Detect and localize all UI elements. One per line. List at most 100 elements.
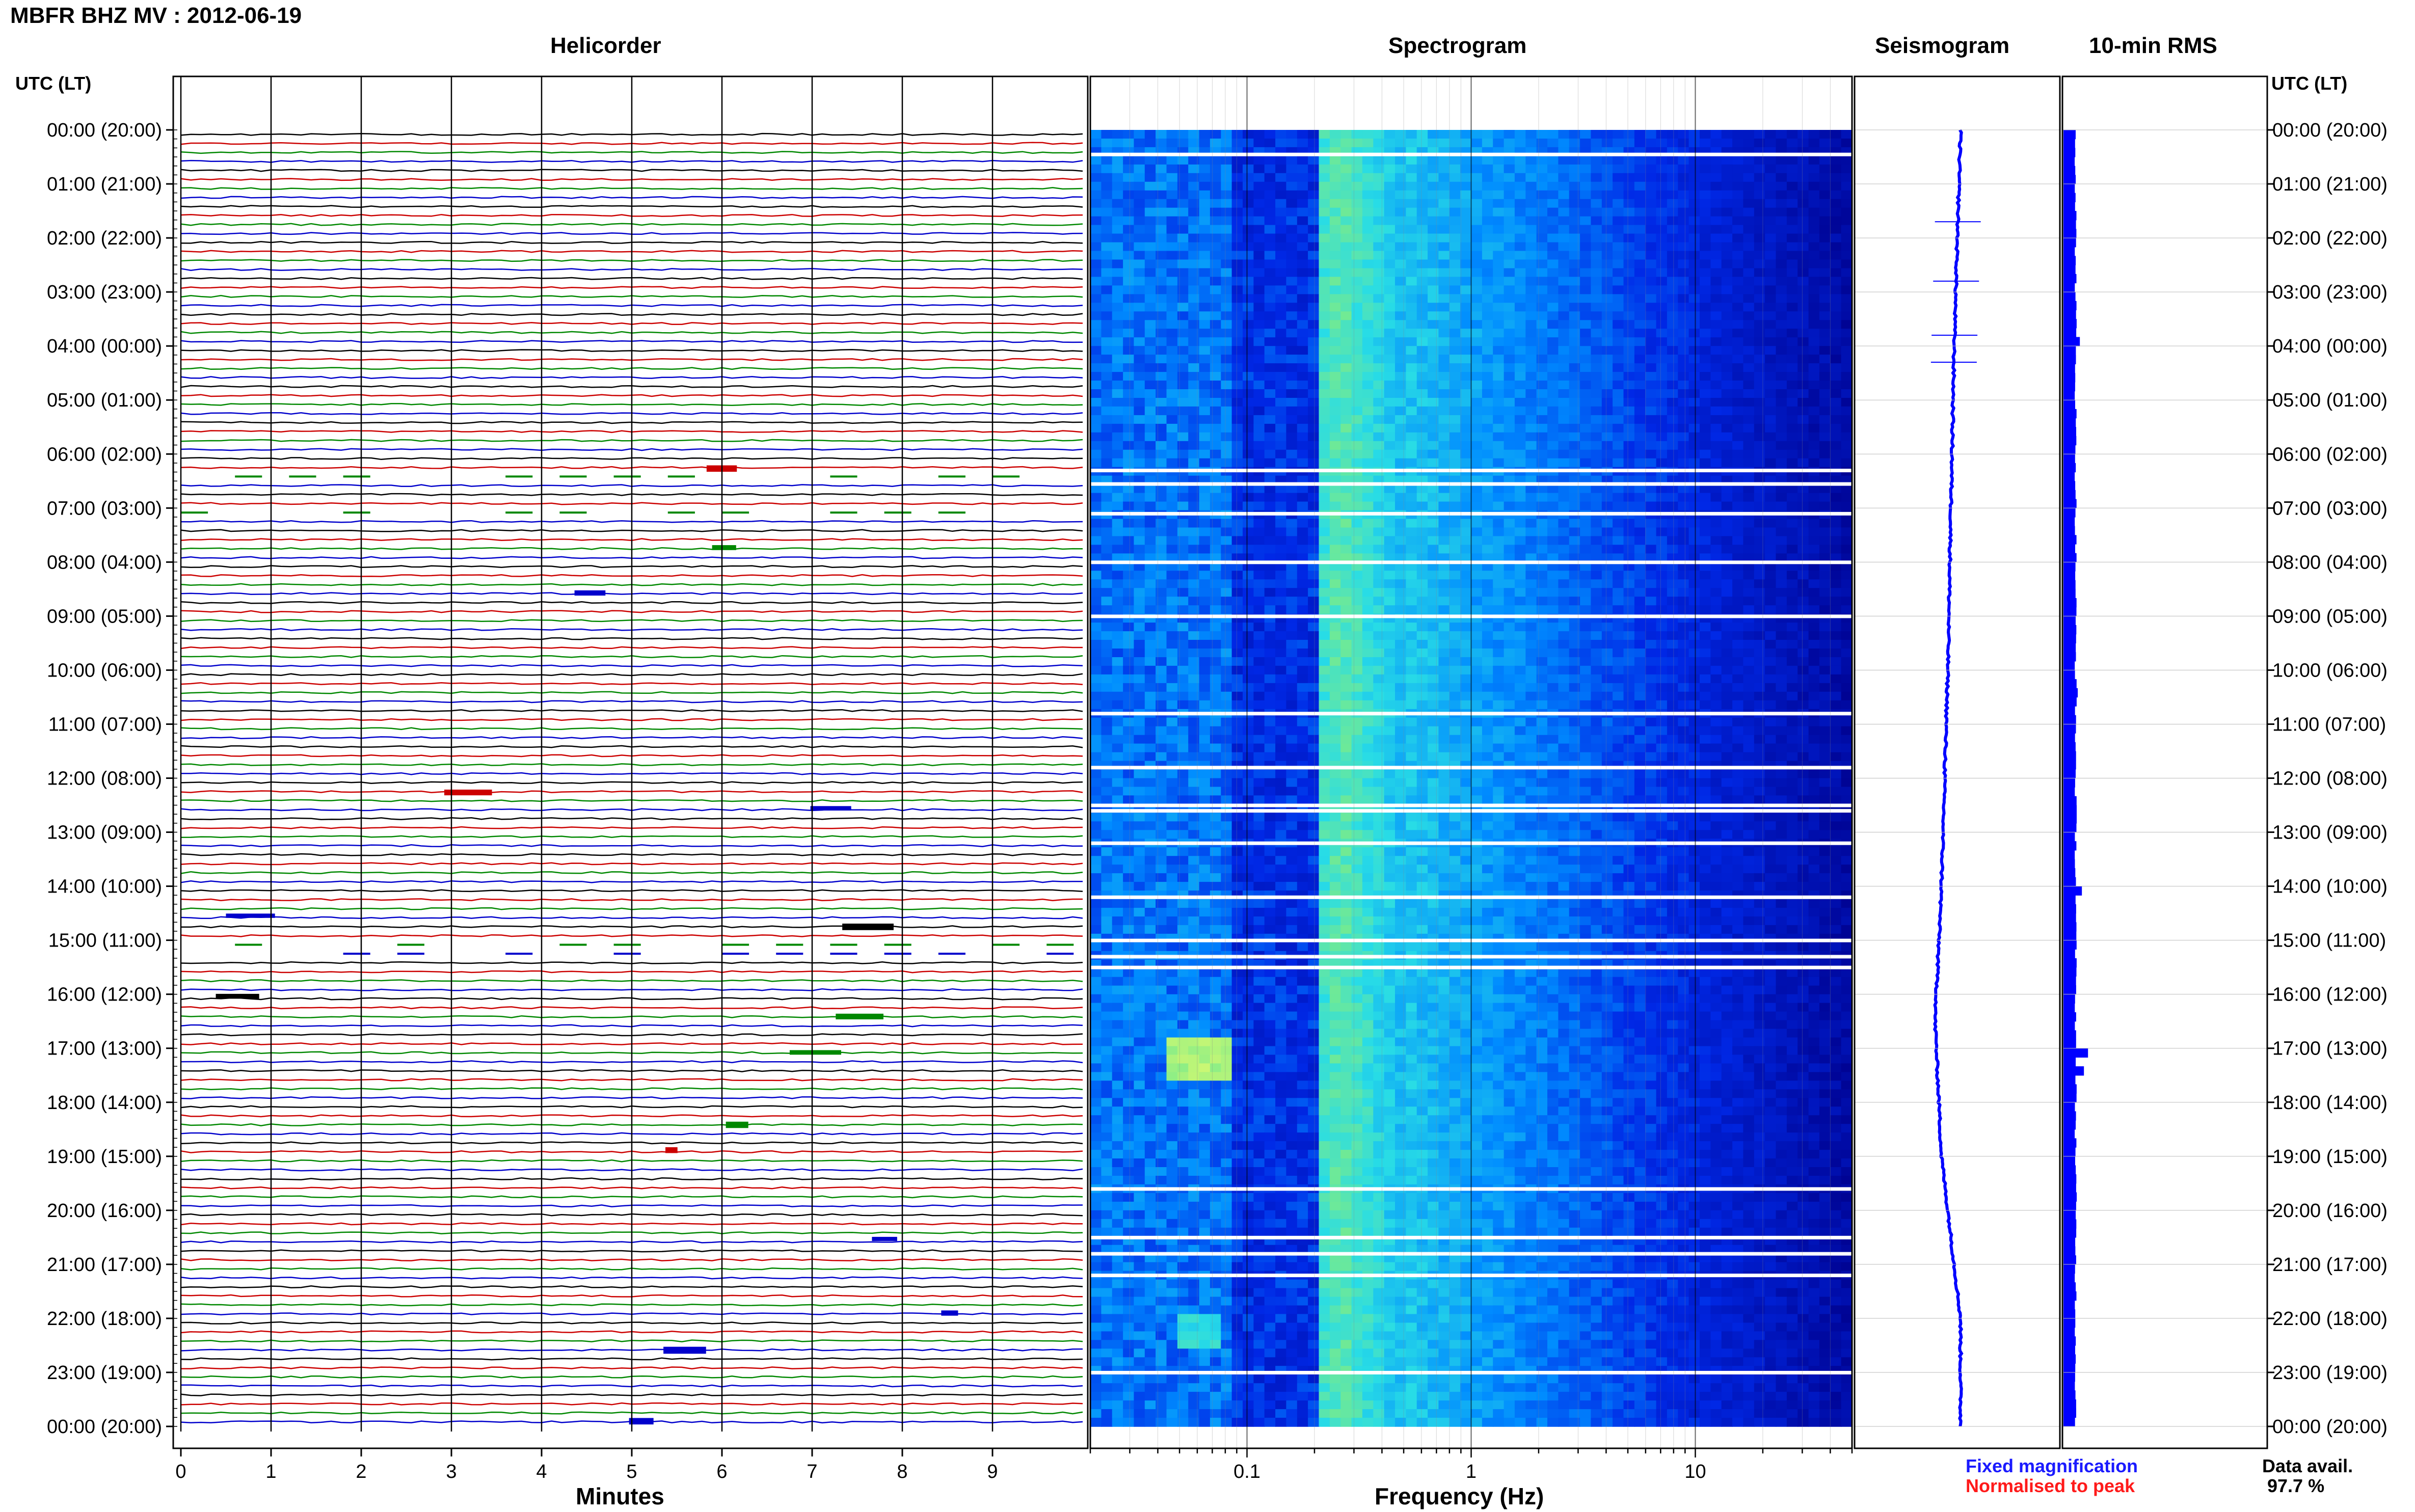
spectrogram-cell: [1177, 381, 1189, 390]
spectrogram-cell: [1340, 285, 1352, 294]
spectrogram-cell: [1450, 631, 1461, 640]
spectrogram-cell: [1232, 718, 1243, 727]
spectrogram-cell: [1743, 683, 1754, 692]
spectrogram-cell: [1776, 623, 1787, 632]
spectrogram-cell: [1167, 441, 1178, 450]
spectrogram-cell: [1819, 407, 1831, 416]
spectrogram-cell: [1417, 182, 1428, 191]
spectrogram-cell: [1090, 173, 1102, 182]
spectrogram-cell: [1504, 458, 1515, 468]
spectrogram-cell: [1384, 260, 1396, 269]
spectrogram-cell: [1297, 268, 1308, 278]
spectrogram-cell: [1384, 441, 1396, 450]
spectrogram-cell: [1504, 303, 1515, 312]
spectrogram-cell: [1787, 407, 1798, 416]
spectrogram-cell: [1188, 415, 1199, 424]
spectrogram-cell: [1253, 165, 1265, 174]
spectrogram-cell: [1417, 579, 1428, 588]
spectrogram-cell: [1438, 294, 1450, 303]
spectrogram-cell: [1754, 502, 1765, 511]
spectrogram-cell: [1417, 450, 1428, 459]
spectrogram-cell: [1275, 683, 1286, 692]
spectrogram-cell: [1678, 666, 1689, 675]
spectrogram-cell: [1177, 571, 1189, 580]
spectrogram-cell: [1210, 536, 1221, 545]
spectrogram-cell: [1450, 674, 1461, 684]
spectrogram-cell: [1362, 191, 1374, 200]
spectrogram-cell: [1537, 320, 1548, 329]
spectrogram-cell: [1243, 631, 1254, 640]
spectrogram-cell: [1710, 649, 1722, 658]
spectrogram-cell: [1613, 519, 1624, 528]
spectrogram-cell: [1580, 225, 1591, 234]
spectrogram-cell: [1515, 337, 1526, 346]
spectrogram-cell: [1525, 234, 1537, 243]
spectrogram-cell: [1188, 692, 1199, 701]
spectrogram-cell: [1428, 199, 1439, 208]
spectrogram-cell: [1547, 191, 1559, 200]
spectrogram-cell: [1743, 303, 1754, 312]
spectrogram-cell: [1471, 657, 1483, 666]
helicorder-event: [842, 924, 894, 930]
spectrogram-cell: [1678, 631, 1689, 640]
spectrogram-cell: [1493, 666, 1504, 675]
spectrogram-cell: [1177, 450, 1189, 459]
spectrogram-cell: [1830, 398, 1841, 407]
spectrogram-cell: [1700, 355, 1711, 364]
spectrogram-cell: [1482, 320, 1493, 329]
spectrogram-cell: [1308, 502, 1319, 511]
spectrogram-cell: [1177, 294, 1189, 303]
spectrogram-cell: [1591, 674, 1602, 684]
spectrogram-cell: [1667, 346, 1678, 355]
spectrogram-cell: [1156, 217, 1167, 226]
spectrogram-cell: [1525, 407, 1537, 416]
spectrogram-cell: [1624, 640, 1635, 649]
spectrogram-cell: [1373, 217, 1384, 226]
spectrogram-cell: [1732, 329, 1743, 338]
spectrogram-cell: [1743, 545, 1754, 554]
spectrogram-cell: [1547, 528, 1559, 537]
spectrogram-cell: [1797, 528, 1809, 537]
spectrogram-cell: [1319, 571, 1330, 580]
spectrogram-cell: [1678, 640, 1689, 649]
spectrogram-cell: [1090, 700, 1102, 710]
spectrogram-cell: [1123, 597, 1134, 606]
spectrogram-cell: [1265, 268, 1276, 278]
spectrogram-cell: [1515, 674, 1526, 684]
spectrogram-cell: [1591, 398, 1602, 407]
spectrogram-cell: [1352, 718, 1363, 727]
spectrogram-cell: [1841, 579, 1853, 588]
spectrogram-cell: [1406, 571, 1417, 580]
spectrogram-cell: [1265, 260, 1276, 269]
spectrogram-cell: [1319, 191, 1330, 200]
spectrogram-cell: [1275, 433, 1286, 442]
spectrogram-cell: [1624, 139, 1635, 148]
spectrogram-cell: [1243, 407, 1254, 416]
spectrogram-cell: [1547, 208, 1559, 217]
spectrogram-cell: [1210, 199, 1221, 208]
spectrogram-cell: [1450, 605, 1461, 614]
spectrogram-cell: [1450, 199, 1461, 208]
spectrogram-cell: [1243, 415, 1254, 424]
spectrogram-cell: [1754, 329, 1765, 338]
spectrogram-cell: [1482, 657, 1493, 666]
spectrogram-cell: [1493, 433, 1504, 442]
spectrogram-cell: [1450, 588, 1461, 597]
spectrogram-cell: [1591, 441, 1602, 450]
spectrogram-cell: [1438, 329, 1450, 338]
spectrogram-cell: [1591, 303, 1602, 312]
spectrogram-cell: [1362, 199, 1374, 208]
spectrogram-cell: [1613, 225, 1624, 234]
spectrogram-cell: [1580, 242, 1591, 252]
spectrogram-cell: [1265, 251, 1276, 260]
spectrogram-cell: [1395, 165, 1406, 174]
spectrogram-cell: [1167, 346, 1178, 355]
spectrogram-cell: [1286, 433, 1297, 442]
spectrogram-cell: [1265, 173, 1276, 182]
spectrogram-cell: [1558, 139, 1569, 148]
spectrogram-cell: [1776, 683, 1787, 692]
spectrogram-cell: [1765, 225, 1776, 234]
spectrogram-cell: [1330, 536, 1341, 545]
spectrogram-cell: [1722, 631, 1733, 640]
spectrogram-cell: [1352, 156, 1363, 165]
